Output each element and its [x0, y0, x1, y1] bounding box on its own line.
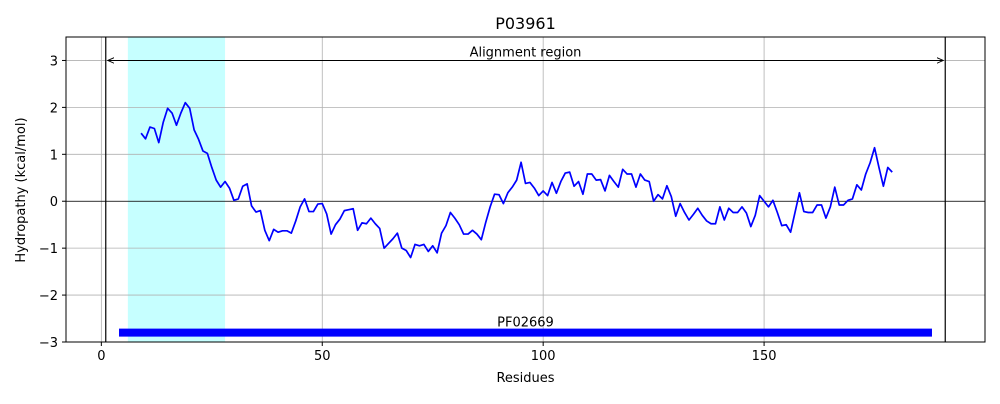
alignment-region-label: Alignment region: [470, 45, 582, 60]
x-tick-label: 100: [531, 349, 556, 364]
hydropathy-series-line: [140, 101, 893, 259]
chart-title: P03961: [495, 14, 556, 33]
y-tick-label: 3: [50, 54, 58, 69]
y-tick-label: 2: [50, 101, 58, 116]
y-tick-label: 1: [50, 148, 58, 163]
x-axis-label: Residues: [496, 371, 554, 386]
y-tick-label: −2: [39, 289, 58, 304]
y-tick-label: −3: [39, 336, 58, 351]
x-tick-label: 150: [752, 349, 777, 364]
highlight-region: [127, 37, 226, 342]
x-tick-label: 50: [314, 349, 331, 364]
y-axis-label: Hydropathy (kcal/mol): [14, 117, 29, 262]
y-tick-label: 0: [50, 195, 58, 210]
domain-label: PF02669: [497, 316, 554, 331]
x-tick-label: 0: [97, 349, 105, 364]
plot-frame: [65, 36, 986, 343]
y-tick-label: −1: [39, 242, 58, 257]
domain-bar: [119, 328, 932, 337]
